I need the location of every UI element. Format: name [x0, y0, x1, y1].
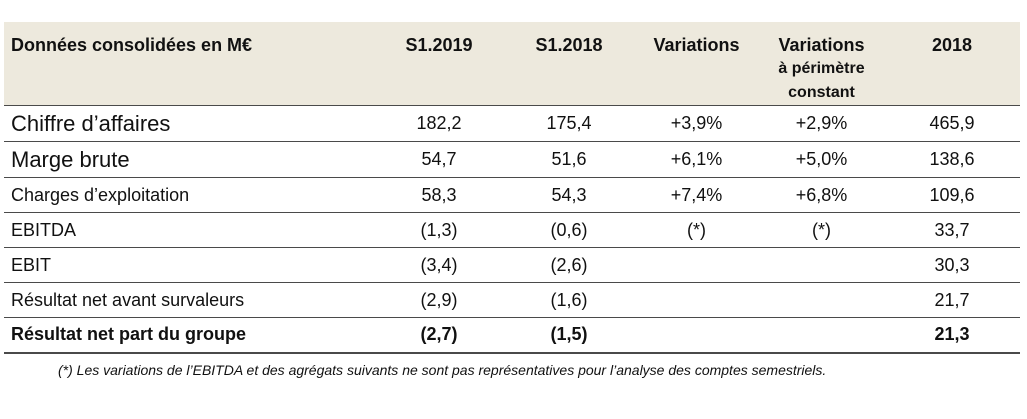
table-row: Résultat net avant survaleurs (2,9) (1,6…: [4, 282, 1020, 318]
cell-variations: [634, 247, 759, 283]
cell-year-2018: 30,3: [884, 247, 1020, 283]
financial-table-container: Données consolidées en M€ S1.2019 S1.201…: [4, 22, 1020, 354]
header-variations: Variations: [653, 35, 740, 55]
cell-variations-constant: +5,0%: [759, 141, 884, 178]
cell-variations: +7,4%: [634, 177, 759, 213]
cell-s1-2018: 175,4: [504, 105, 634, 142]
cell-variations-constant: +6,8%: [759, 177, 884, 213]
cell-s1-2018: (2,6): [504, 247, 634, 283]
cell-variations-constant: +2,9%: [759, 105, 884, 142]
table-row: Chiffre d’affaires 182,2 175,4 +3,9% +2,…: [4, 105, 1020, 142]
cell-s1-2018: (1,5): [504, 317, 634, 354]
cell-s1-2018: 54,3: [504, 177, 634, 213]
header-year-2018: 2018: [931, 35, 973, 55]
row-label: EBITDA: [4, 212, 374, 248]
cell-year-2018: 21,3: [884, 317, 1020, 354]
cell-variations: [634, 282, 759, 318]
row-label: Charges d’exploitation: [4, 177, 374, 213]
cell-variations-constant: [759, 247, 884, 283]
cell-s1-2019: (2,7): [374, 317, 504, 354]
cell-year-2018: 138,6: [884, 141, 1020, 178]
header-label: Données consolidées en M€: [11, 35, 253, 55]
row-label: EBIT: [4, 247, 374, 283]
header-variations-constant-line1: Variations: [778, 35, 865, 55]
cell-variations-constant: [759, 317, 884, 354]
cell-s1-2019: 182,2: [374, 105, 504, 142]
cell-s1-2019: 54,7: [374, 141, 504, 178]
cell-variations: (*): [634, 212, 759, 248]
cell-s1-2018: (0,6): [504, 212, 634, 248]
row-label: Résultat net part du groupe: [4, 317, 374, 354]
cell-s1-2019: (1,3): [374, 212, 504, 248]
header-variations-constant: Variations à périmètre constant: [759, 22, 884, 106]
cell-s1-2018: 51,6: [504, 141, 634, 178]
header-s1-2018: S1.2018: [535, 35, 603, 55]
table-row: Résultat net part du groupe (2,7) (1,5) …: [4, 317, 1020, 354]
cell-year-2018: 21,7: [884, 282, 1020, 318]
header-s1-2019: S1.2019: [405, 35, 473, 55]
table-header-row: Données consolidées en M€ S1.2019 S1.201…: [4, 22, 1020, 106]
cell-variations-constant: [759, 282, 884, 318]
row-label: Résultat net avant survaleurs: [4, 282, 374, 318]
cell-variations: +3,9%: [634, 105, 759, 142]
table-row: Marge brute 54,7 51,6 +6,1% +5,0% 138,6: [4, 141, 1020, 178]
row-label: Marge brute: [4, 141, 374, 178]
footnote: (*) Les variations de l’EBITDA et des ag…: [58, 362, 827, 378]
cell-variations-constant: (*): [759, 212, 884, 248]
table-row: Charges d’exploitation 58,3 54,3 +7,4% +…: [4, 177, 1020, 213]
cell-s1-2018: (1,6): [504, 282, 634, 318]
table-row: EBITDA (1,3) (0,6) (*) (*) 33,7: [4, 212, 1020, 248]
consolidated-data-table: Données consolidées en M€ S1.2019 S1.201…: [4, 22, 1020, 354]
table-row: EBIT (3,4) (2,6) 30,3: [4, 247, 1020, 283]
row-label: Chiffre d’affaires: [4, 105, 374, 142]
header-variations-constant-line2: à périmètre: [778, 60, 865, 77]
cell-s1-2019: (3,4): [374, 247, 504, 283]
cell-s1-2019: 58,3: [374, 177, 504, 213]
cell-variations: [634, 317, 759, 354]
cell-s1-2019: (2,9): [374, 282, 504, 318]
cell-variations: +6,1%: [634, 141, 759, 178]
cell-year-2018: 109,6: [884, 177, 1020, 213]
cell-year-2018: 465,9: [884, 105, 1020, 142]
cell-year-2018: 33,7: [884, 212, 1020, 248]
header-variations-constant-line3: constant: [788, 84, 855, 101]
